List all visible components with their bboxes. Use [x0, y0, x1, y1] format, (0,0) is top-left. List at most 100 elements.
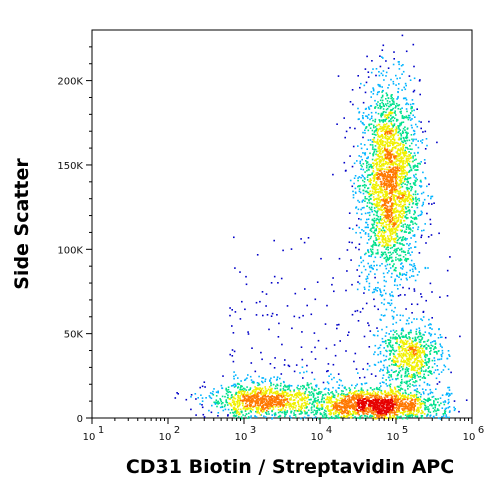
event-point: [301, 403, 303, 405]
event-point: [337, 414, 340, 416]
event-point: [396, 274, 398, 277]
event-point: [250, 405, 252, 407]
event-point: [360, 257, 362, 259]
event-point: [392, 143, 395, 145]
event-point: [349, 404, 352, 407]
event-point: [411, 405, 414, 407]
event-point: [384, 197, 386, 200]
event-point: [395, 259, 397, 261]
event-point: [421, 139, 424, 141]
event-point: [387, 114, 390, 116]
event-point: [396, 197, 399, 199]
event-point: [447, 386, 449, 389]
event-point: [270, 382, 272, 385]
event-point: [371, 248, 374, 251]
event-point: [371, 251, 373, 253]
event-point: [376, 154, 378, 156]
event-point: [394, 128, 397, 131]
event-point: [383, 214, 385, 216]
event-point: [322, 416, 324, 418]
event-point: [369, 105, 372, 107]
event-point: [420, 412, 422, 414]
event-point: [397, 107, 400, 110]
event-point: [404, 223, 406, 225]
event-point: [393, 103, 395, 105]
event-point: [366, 198, 368, 200]
event-point: [409, 228, 412, 230]
event-point: [421, 229, 423, 232]
event-point: [424, 267, 427, 270]
event-point: [381, 56, 383, 58]
event-point: [233, 397, 236, 400]
event-point: [224, 408, 227, 411]
event-point: [367, 187, 370, 189]
event-point: [271, 405, 273, 407]
event-point: [381, 86, 383, 88]
event-point: [421, 388, 424, 390]
event-point: [421, 417, 424, 419]
event-point: [350, 396, 353, 399]
event-point: [372, 88, 375, 91]
event-point: [361, 207, 364, 209]
event-point: [348, 212, 351, 214]
event-point: [406, 139, 408, 142]
event-point: [368, 273, 370, 276]
event-point: [408, 170, 411, 172]
event-point: [338, 406, 341, 408]
event-point: [379, 107, 382, 110]
event-point: [390, 120, 392, 123]
event-point: [375, 163, 377, 165]
event-point: [383, 396, 386, 399]
event-point: [385, 408, 388, 411]
event-point: [392, 225, 394, 228]
event-point: [382, 193, 385, 196]
event-point: [373, 159, 376, 162]
event-point: [381, 142, 384, 145]
event-point: [367, 113, 370, 116]
event-point: [300, 399, 302, 402]
event-point: [396, 175, 399, 177]
event-point: [421, 142, 423, 144]
event-point: [211, 393, 214, 395]
event-point: [373, 402, 376, 405]
event-point: [329, 399, 332, 401]
event-point: [400, 205, 402, 208]
event-point: [363, 177, 366, 179]
event-point: [340, 411, 342, 413]
event-point: [378, 401, 380, 404]
event-point: [385, 210, 388, 212]
event-point: [383, 211, 385, 213]
event-point: [304, 402, 307, 404]
event-point: [401, 34, 404, 37]
event-point: [300, 398, 303, 400]
event-point: [370, 91, 373, 93]
event-point: [373, 199, 375, 201]
event-point: [259, 398, 262, 400]
event-point: [261, 395, 264, 398]
event-point: [261, 377, 263, 379]
event-point: [227, 408, 230, 411]
event-point: [396, 314, 398, 316]
event-point: [396, 152, 399, 155]
event-point: [375, 148, 377, 151]
event-point: [396, 410, 399, 412]
event-point: [288, 388, 290, 390]
event-point: [429, 404, 431, 407]
event-point: [399, 384, 402, 387]
event-point: [414, 116, 416, 118]
event-point: [349, 405, 352, 408]
event-point: [284, 384, 286, 387]
event-point: [408, 75, 411, 77]
event-point: [381, 106, 383, 108]
event-point: [399, 132, 402, 135]
event-point: [303, 386, 305, 389]
event-point: [380, 224, 383, 227]
event-point: [383, 199, 386, 202]
event-point: [388, 394, 390, 396]
event-point: [378, 197, 380, 199]
event-point: [236, 400, 239, 403]
event-point: [373, 213, 375, 216]
event-point: [287, 392, 289, 395]
event-point: [227, 386, 230, 388]
event-point: [384, 398, 386, 401]
